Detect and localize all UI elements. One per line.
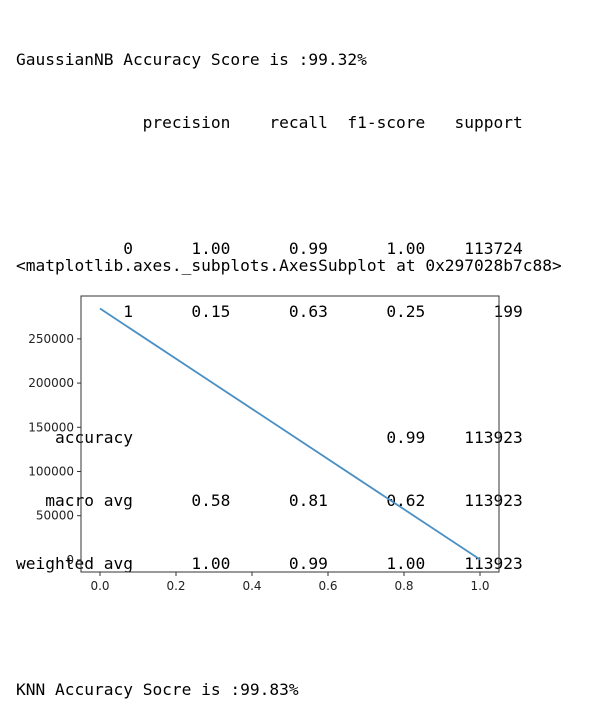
row-f1: 0.99	[386, 428, 426, 447]
row-support: 199	[493, 302, 523, 321]
row-precision: 0.15	[191, 302, 231, 321]
x-axis: 0.0 0.2 0.4 0.6 0.8 1.0	[90, 572, 490, 593]
header-f1-score: f1-score	[347, 113, 426, 132]
x-tick-label: 0.6	[318, 579, 337, 593]
report-row-macro-avg: macro avg 0.58 0.81 0.62 113923	[16, 490, 523, 511]
row-f1: 1.00	[386, 239, 426, 258]
y-axis: 0 50000 100000 150000 200000 250000	[28, 332, 81, 567]
row-recall: 0.81	[288, 491, 328, 510]
row-precision: 1.00	[191, 554, 231, 573]
x-tick-label: 0.0	[90, 579, 109, 593]
y-tick-label: 250000	[28, 332, 74, 346]
knn-accuracy-line: KNN Accuracy Socre is :99.83%	[16, 680, 299, 699]
row-label: 0	[123, 239, 133, 258]
row-label: accuracy	[54, 428, 133, 447]
y-tick-label: 100000	[28, 464, 74, 478]
y-tick-label: 150000	[28, 420, 74, 434]
row-label: 1	[123, 302, 133, 321]
row-support: 113724	[464, 239, 523, 258]
report-header: precision recall f1-score support	[16, 112, 523, 133]
axes-repr-output: <matplotlib.axes._subplots.AxesSubplot a…	[16, 256, 562, 275]
x-tick-label: 0.8	[394, 579, 413, 593]
row-f1: 1.00	[386, 554, 426, 573]
report-row-class-0: 0 1.00 0.99 1.00 113724	[16, 238, 523, 259]
x-tick-label: 0.2	[166, 579, 185, 593]
y-tick-label: 200000	[28, 376, 74, 390]
row-recall: 0.99	[288, 239, 328, 258]
series-group	[99, 307, 481, 561]
row-label: macro avg	[45, 491, 133, 510]
gaussian-accuracy-line: GaussianNB Accuracy Score is :99.32%	[16, 50, 367, 69]
y-tick-label: 50000	[36, 509, 74, 523]
row-label: weighted avg	[16, 554, 133, 573]
row-support: 113923	[464, 491, 523, 510]
report-row-accuracy: accuracy 0.99 113923	[16, 427, 523, 448]
report-row-weighted-avg: weighted avg 1.00 0.99 1.00 113923	[16, 553, 523, 574]
report-row-class-1: 1 0.15 0.63 0.25 199	[16, 301, 523, 322]
series-line	[99, 307, 481, 561]
row-f1: 0.25	[386, 302, 426, 321]
axes-frame	[80, 295, 500, 573]
row-recall: 0.63	[288, 302, 328, 321]
plot-area	[80, 295, 500, 573]
row-precision: 0.58	[191, 491, 231, 510]
row-precision: 1.00	[191, 239, 231, 258]
row-support: 113923	[464, 428, 523, 447]
header-recall: recall	[269, 113, 328, 132]
row-recall: 0.99	[288, 554, 328, 573]
y-tick-label: 0	[66, 553, 74, 567]
x-tick-label: 0.4	[242, 579, 261, 593]
row-f1: 0.62	[386, 491, 426, 510]
line-chart: 0 50000 100000 150000 200000 250000 0.0 0.2 0.4…	[28, 295, 500, 593]
header-support: support	[454, 113, 523, 132]
header-precision: precision	[142, 113, 231, 132]
cell-output: GaussianNB Accuracy Score is :99.32% pre…	[16, 7, 523, 721]
x-tick-label: 1.0	[470, 579, 489, 593]
